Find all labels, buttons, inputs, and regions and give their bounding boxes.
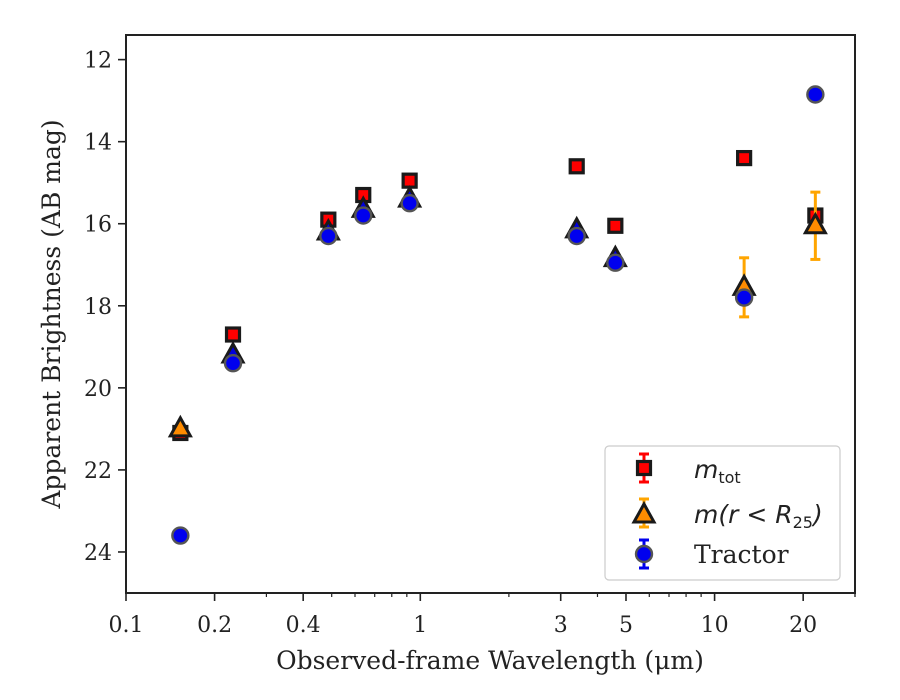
tractor-point [319,226,338,246]
legend-handle-m-r25 [631,500,657,524]
legend-handles [631,452,657,570]
y-tick-label: 14 [84,131,112,156]
legend-label-m-tot: mtot [694,455,741,487]
x-tick-label: 0.2 [197,613,232,638]
plot-frame [125,34,856,594]
m-tot-point [224,326,242,343]
y-tick-label: 16 [84,213,112,238]
chart-marks [167,85,828,545]
x-tick-label: 5 [619,613,633,638]
tractor-point [606,253,625,272]
legend-handle-tractor [634,544,654,564]
x-tick-label: 1 [413,613,427,638]
tractor-point [223,354,243,373]
tractor-point [171,526,190,545]
y-tick-label: 20 [84,377,112,402]
y-tick-label: 22 [84,459,112,484]
x-axis-label: Observed-frame Wavelength (μm) [276,646,704,675]
tractor-point [400,194,419,213]
y-axis-ticks: 12 14 16 18 20 22 24 [84,49,126,566]
y-axis-label: Apparent Brightness (AB mag) [37,119,66,509]
legend-box [604,445,841,581]
m-r25-point [167,414,193,438]
x-tick-label: 10 [701,613,729,638]
x-tick-label: 0.4 [286,613,321,638]
y-tick-label: 18 [84,295,112,320]
tractor-point [806,85,825,104]
m-r25-point [802,211,828,235]
legend: mtot m(r < R25) Tractor [604,445,841,581]
tractor-point [567,226,586,246]
legend-handle-m-tot [635,459,653,477]
y-tick-label: 12 [84,49,112,74]
x-tick-label: 20 [789,613,817,638]
y-tick-label: 24 [84,541,112,566]
m-tot-point [736,149,753,167]
legend-label-tractor: Tractor [694,540,789,569]
x-tick-label: 0.1 [109,613,144,638]
x-tick-label: 3 [554,613,568,638]
x-axis-ticks: 0.1 0.2 0.4 1 3 5 10 20 [109,593,856,638]
m-tot-point [568,158,585,175]
legend-label-m-r25: m(r < R25) [694,500,823,532]
m-tot-point [607,217,624,234]
tractor-point [734,288,754,307]
tractor-point [354,206,373,225]
